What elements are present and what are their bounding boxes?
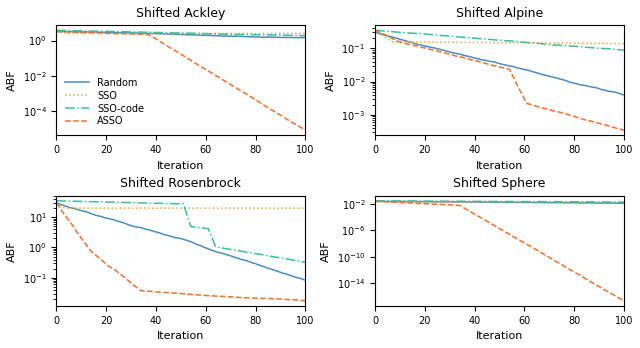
SSO-code xyxy=(227,32,234,36)
SSO xyxy=(301,31,309,35)
Title: Shifted Alpine: Shifted Alpine xyxy=(456,7,543,20)
ASSO xyxy=(301,128,309,132)
SSO-code xyxy=(52,28,60,32)
ASSO xyxy=(115,32,122,36)
Title: Shifted Rosenbrock: Shifted Rosenbrock xyxy=(120,177,241,190)
Random xyxy=(299,35,307,40)
Line: SSO-code: SSO-code xyxy=(56,30,305,36)
Legend: Random, SSO, SSO-code, ASSO: Random, SSO, SSO-code, ASSO xyxy=(61,74,148,130)
Title: Shifted Ackley: Shifted Ackley xyxy=(136,7,225,20)
Random xyxy=(63,30,70,34)
X-axis label: Iteration: Iteration xyxy=(157,160,205,171)
ASSO xyxy=(227,82,234,87)
X-axis label: Iteration: Iteration xyxy=(476,331,523,341)
Random xyxy=(242,34,250,39)
SSO xyxy=(167,31,175,35)
SSO xyxy=(70,31,77,35)
ASSO xyxy=(52,30,60,34)
Y-axis label: ABF: ABF xyxy=(7,70,17,91)
X-axis label: Iteration: Iteration xyxy=(476,160,523,171)
Line: SSO: SSO xyxy=(56,32,305,33)
Random xyxy=(72,30,80,34)
Random xyxy=(170,32,177,36)
ASSO xyxy=(202,68,209,72)
SSO-code xyxy=(167,31,175,35)
Y-axis label: ABF: ABF xyxy=(7,240,17,262)
ASSO xyxy=(70,30,77,34)
Y-axis label: ABF: ABF xyxy=(326,70,336,91)
SSO-code xyxy=(301,34,309,38)
Line: ASSO: ASSO xyxy=(56,32,305,130)
SSO xyxy=(115,31,122,35)
X-axis label: Iteration: Iteration xyxy=(157,331,205,341)
SSO xyxy=(52,30,60,34)
SSO xyxy=(257,31,264,35)
Random xyxy=(229,34,237,38)
SSO-code xyxy=(70,29,77,33)
Line: Random: Random xyxy=(56,32,305,38)
Title: Shifted Sphere: Shifted Sphere xyxy=(453,177,546,190)
Random xyxy=(52,30,60,34)
SSO xyxy=(202,31,209,35)
Random xyxy=(204,33,212,38)
Y-axis label: ABF: ABF xyxy=(321,240,331,262)
ASSO xyxy=(167,46,175,50)
SSO xyxy=(227,31,234,35)
ASSO xyxy=(239,90,247,94)
SSO-code xyxy=(115,30,122,34)
SSO-code xyxy=(202,32,209,36)
Random xyxy=(117,31,125,35)
Random xyxy=(301,35,309,40)
SSO xyxy=(239,31,247,35)
SSO-code xyxy=(239,32,247,37)
